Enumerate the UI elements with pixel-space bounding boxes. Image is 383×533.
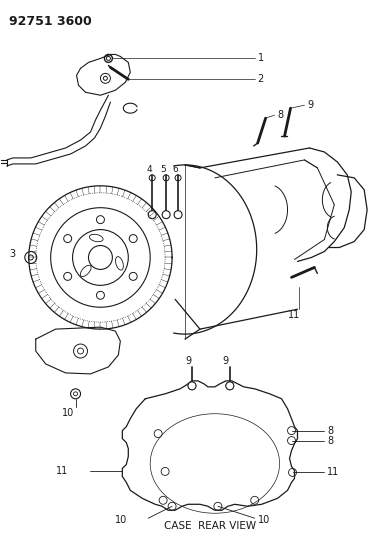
Text: 9: 9 — [308, 100, 314, 110]
Text: 3: 3 — [9, 249, 15, 260]
Text: 8: 8 — [278, 110, 284, 120]
Text: 92751 3600: 92751 3600 — [9, 14, 92, 28]
Text: 4: 4 — [146, 165, 152, 174]
Text: 1: 1 — [258, 53, 264, 63]
Text: 9: 9 — [185, 356, 191, 366]
Text: 11: 11 — [56, 466, 68, 477]
Circle shape — [226, 382, 234, 390]
Circle shape — [188, 382, 196, 390]
Text: 10: 10 — [258, 515, 270, 525]
Text: 8: 8 — [327, 435, 334, 446]
Text: 2: 2 — [258, 74, 264, 84]
Text: 10: 10 — [61, 408, 74, 418]
Text: 8: 8 — [327, 426, 334, 435]
Text: 11: 11 — [288, 310, 301, 320]
Circle shape — [162, 211, 170, 219]
Text: 5: 5 — [160, 165, 166, 174]
Text: CASE  REAR VIEW: CASE REAR VIEW — [164, 521, 256, 531]
Circle shape — [174, 211, 182, 219]
Text: 6: 6 — [172, 165, 178, 174]
Circle shape — [148, 211, 156, 219]
Text: 9: 9 — [223, 356, 229, 366]
Text: 11: 11 — [327, 467, 340, 478]
Text: 10: 10 — [115, 515, 128, 525]
